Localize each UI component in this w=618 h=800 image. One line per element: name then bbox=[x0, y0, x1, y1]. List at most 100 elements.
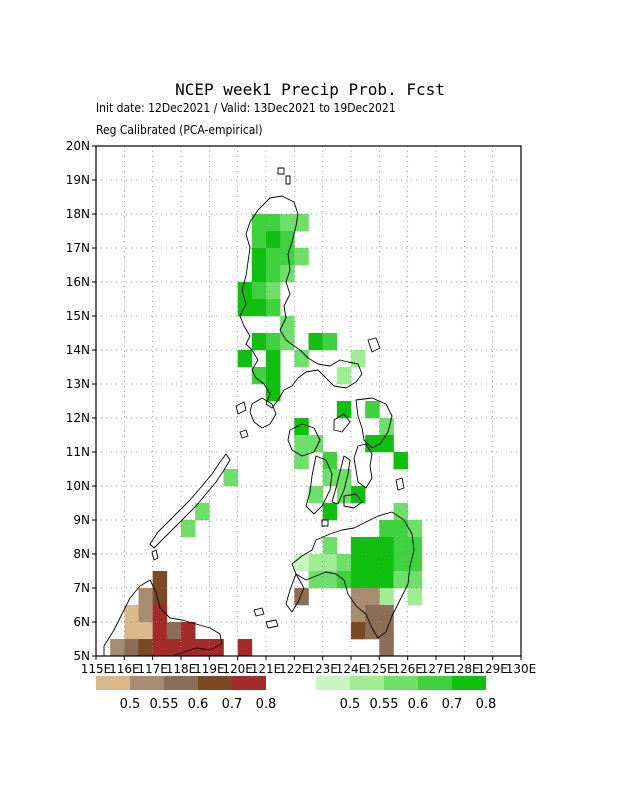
prob-cell bbox=[322, 452, 338, 470]
dry-legend: 0.5 0.55 0.6 0.7 0.8 bbox=[96, 676, 276, 712]
legend-swatch bbox=[316, 676, 350, 690]
x-tick-label: 123E bbox=[307, 662, 338, 676]
prob-cell bbox=[280, 214, 295, 232]
prob-cell bbox=[294, 350, 309, 368]
x-tick-label: 120E bbox=[222, 662, 253, 676]
prob-cell bbox=[308, 554, 323, 572]
mindoro-coastline bbox=[249, 397, 277, 429]
prob-cell bbox=[322, 503, 338, 521]
prob-cell bbox=[336, 367, 352, 385]
prob-cell bbox=[336, 554, 352, 572]
prob-cell bbox=[124, 605, 139, 623]
legend-label: 0.8 bbox=[476, 697, 497, 712]
mindanao-coastline bbox=[291, 511, 415, 639]
prob-cell bbox=[336, 401, 352, 419]
prob-cell bbox=[379, 554, 394, 572]
legend-swatch bbox=[164, 676, 198, 690]
x-tick-label: 130E bbox=[506, 662, 537, 676]
samar-coastline bbox=[355, 397, 393, 449]
prob-cell bbox=[181, 639, 196, 657]
prob-cell bbox=[237, 282, 253, 300]
prob-cell bbox=[152, 571, 168, 589]
prob-cell bbox=[365, 401, 380, 419]
x-tick-label: 126E bbox=[392, 662, 423, 676]
y-tick-label: 13N bbox=[66, 377, 90, 391]
prob-cell bbox=[280, 316, 295, 334]
prob-cell bbox=[195, 503, 210, 521]
y-tick-label: 8N bbox=[73, 547, 90, 561]
island-dinagat bbox=[395, 477, 405, 491]
x-tick-label: 129E bbox=[477, 662, 508, 676]
legend-label: 0.5 bbox=[120, 697, 141, 712]
legend-label: 0.55 bbox=[370, 697, 399, 712]
prob-cell bbox=[322, 554, 338, 572]
prob-cell bbox=[266, 384, 281, 402]
prob-cell bbox=[294, 452, 309, 470]
prob-cell bbox=[308, 571, 323, 589]
x-tick-label: 124E bbox=[336, 662, 367, 676]
island-batanes bbox=[285, 175, 291, 185]
prob-cell bbox=[152, 622, 168, 640]
prob-cell bbox=[393, 571, 408, 589]
x-tick-label: 117E bbox=[137, 662, 168, 676]
island-sulu-2 bbox=[265, 619, 279, 629]
prob-cell bbox=[266, 231, 281, 249]
prob-cell bbox=[393, 520, 408, 538]
legend-swatch bbox=[96, 676, 130, 690]
prob-cell bbox=[237, 299, 253, 317]
prob-cell bbox=[393, 503, 408, 521]
prob-cell bbox=[294, 435, 309, 453]
legend-swatch bbox=[384, 676, 418, 690]
prob-cell bbox=[351, 537, 366, 555]
prob-cell bbox=[266, 367, 281, 385]
prob-cell bbox=[407, 571, 423, 589]
masbate-coastline bbox=[333, 413, 351, 433]
legend-label: 0.7 bbox=[442, 697, 463, 712]
prob-cell bbox=[294, 248, 309, 266]
prob-cell bbox=[379, 520, 394, 538]
legend-swatch bbox=[418, 676, 452, 690]
prob-cell bbox=[280, 248, 295, 266]
y-tick-label: 5N bbox=[73, 649, 90, 663]
y-tick-label: 11N bbox=[66, 445, 90, 459]
prob-cell bbox=[351, 486, 366, 504]
island-balabac bbox=[151, 549, 159, 561]
prob-cell bbox=[166, 639, 182, 657]
prob-cell bbox=[138, 639, 153, 657]
prob-cell bbox=[393, 452, 408, 470]
prob-cell bbox=[407, 537, 423, 555]
map-frame bbox=[95, 145, 522, 657]
prob-cell bbox=[407, 520, 423, 538]
zamboanga-coastline bbox=[285, 573, 305, 613]
prob-cell bbox=[195, 639, 210, 657]
prob-cell bbox=[166, 622, 182, 640]
legend-label: 0.6 bbox=[408, 697, 429, 712]
prob-cell bbox=[181, 622, 196, 640]
prob-cell bbox=[365, 605, 380, 623]
legend-swatch bbox=[350, 676, 384, 690]
prob-cell bbox=[351, 588, 366, 606]
map-title: NCEP week1 Precip Prob. Fcst bbox=[175, 80, 445, 99]
prob-cell bbox=[280, 265, 295, 283]
y-tick-label: 7N bbox=[73, 581, 90, 595]
prob-cell bbox=[351, 554, 366, 572]
luzon-coastline bbox=[239, 195, 363, 409]
y-tick-label: 15N bbox=[66, 309, 90, 323]
y-tick-label: 19N bbox=[66, 173, 90, 187]
prob-cell bbox=[365, 571, 380, 589]
prob-cell bbox=[251, 214, 267, 232]
prob-cell bbox=[294, 418, 309, 436]
prob-cell bbox=[223, 469, 238, 487]
prob-cell bbox=[379, 571, 394, 589]
y-tick-label: 10N bbox=[66, 479, 90, 493]
prob-cell bbox=[294, 214, 309, 232]
prob-cell bbox=[138, 622, 153, 640]
prob-cell bbox=[138, 605, 153, 623]
bohol-coastline bbox=[343, 493, 363, 509]
y-tick-label: 18N bbox=[66, 207, 90, 221]
prob-cell bbox=[308, 435, 323, 453]
prob-cell bbox=[365, 554, 380, 572]
prob-cell bbox=[351, 605, 366, 623]
island-sulu-1 bbox=[253, 607, 265, 617]
island-catanduanes bbox=[367, 337, 381, 353]
